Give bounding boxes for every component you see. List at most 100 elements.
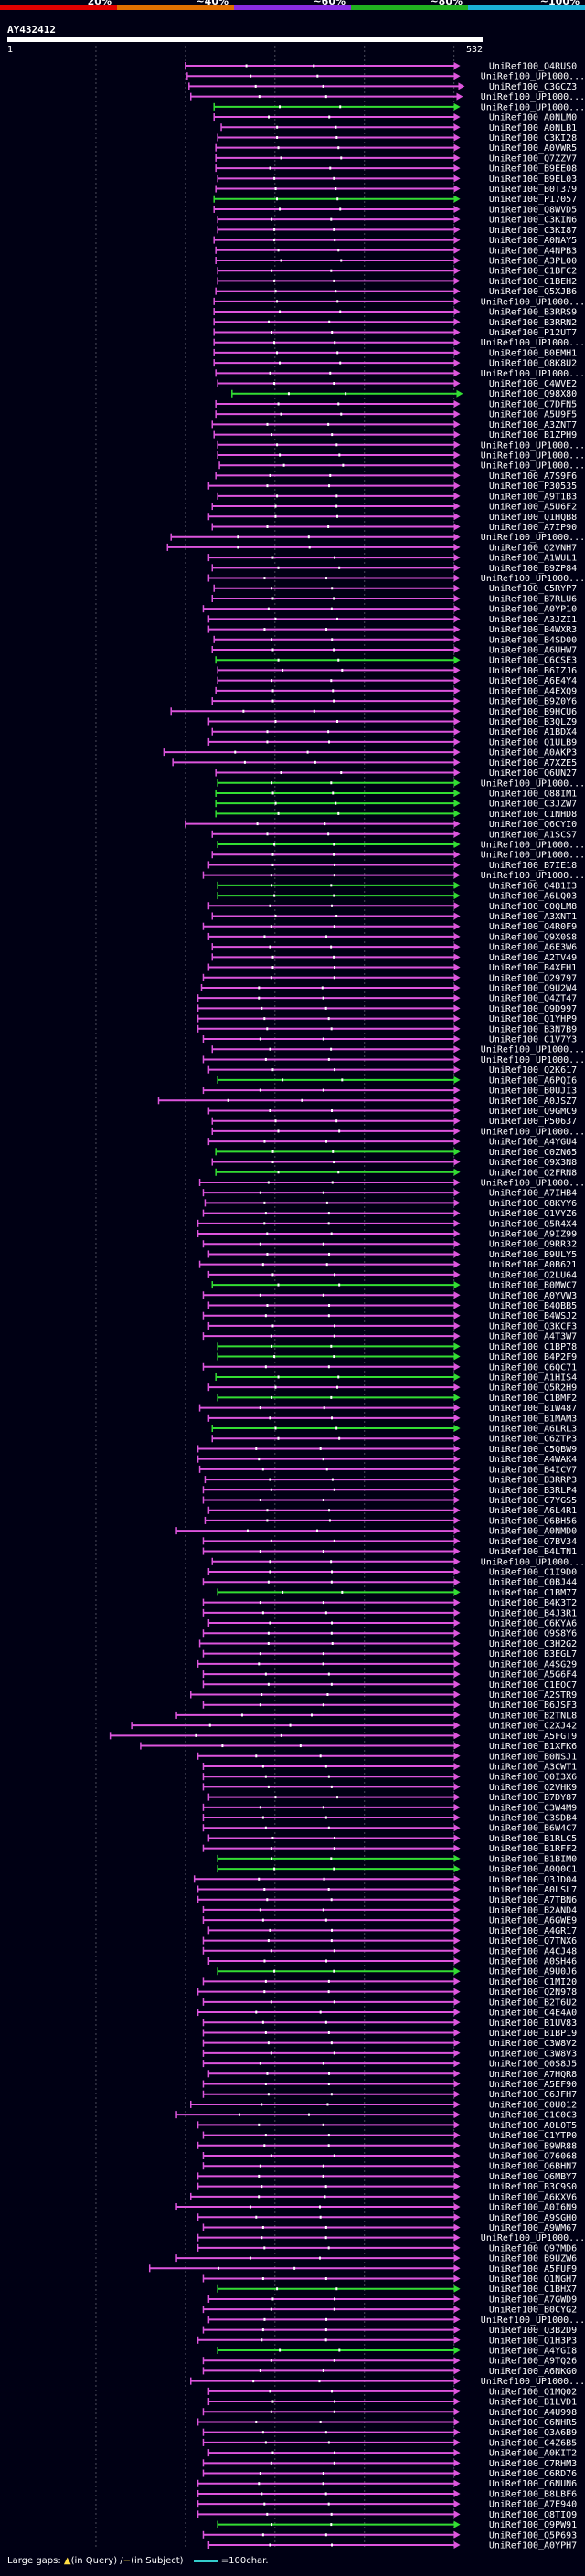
hit-label[interactable]: UniRef100_B1RLC5 xyxy=(489,1834,577,1844)
hit-row[interactable]: UniRef100_C5RYP7 xyxy=(213,584,577,594)
hit-row[interactable]: UniRef100_Q6BH56 xyxy=(204,1516,577,1526)
hit-label[interactable]: UniRef100_B9EE08 xyxy=(489,164,577,175)
hit-row[interactable]: UniRef100_Q8K8U2 xyxy=(213,359,577,369)
hit-label[interactable]: UniRef100_C3KIN6 xyxy=(489,216,577,226)
hit-label[interactable]: UniRef100_A7XZE5 xyxy=(489,758,577,769)
hit-label[interactable]: UniRef100_C3W8V2 xyxy=(489,2039,577,2049)
hit-label[interactable]: UniRef100_C4E4A0 xyxy=(489,2009,577,2019)
hit-row[interactable]: UniRef100_A6PQI6 xyxy=(217,1076,577,1086)
hit-label[interactable]: UniRef100_Q7BV34 xyxy=(489,1537,577,1547)
hit-label[interactable]: UniRef100_B9EL03 xyxy=(489,175,577,185)
hit-row[interactable]: UniRef100_UP1000... xyxy=(213,338,585,348)
hit-label[interactable]: UniRef100_B7RLU6 xyxy=(489,594,577,604)
hit-row[interactable]: UniRef100_B3EGL7 xyxy=(202,1649,577,1659)
hit-label[interactable]: UniRef100_O76068 xyxy=(489,2151,577,2161)
hit-row[interactable]: UniRef100_A9U0J6 xyxy=(217,1967,577,1977)
hit-row[interactable]: UniRef100_A9WM67 xyxy=(202,2223,577,2233)
hit-row[interactable]: UniRef100_C1NHD8 xyxy=(215,810,577,820)
hit-row[interactable]: UniRef100_A0NLM0 xyxy=(213,113,577,123)
hit-label[interactable]: UniRef100_B7IE18 xyxy=(489,861,577,871)
hit-label[interactable]: UniRef100_Q6MBY7 xyxy=(489,2172,577,2182)
hit-row[interactable]: UniRef100_A6E4Y4 xyxy=(217,676,577,686)
hit-label[interactable]: UniRef100_A3PL00 xyxy=(489,257,577,267)
hit-row[interactable]: UniRef100_A0I6N9 xyxy=(176,2203,577,2213)
hit-row[interactable]: UniRef100_B9HCU6 xyxy=(170,707,577,717)
hit-label[interactable]: UniRef100_A9WM67 xyxy=(489,2223,577,2233)
hit-label[interactable]: UniRef100_B3C9S0 xyxy=(489,2182,577,2192)
hit-row[interactable]: UniRef100_A0YPH7 xyxy=(207,2541,577,2551)
hit-label[interactable]: UniRef100_A5FGT9 xyxy=(489,1732,577,1742)
hit-label[interactable]: UniRef100_Q9X3N8 xyxy=(489,1158,577,1168)
hit-label[interactable]: UniRef100_A4NPB3 xyxy=(489,246,577,256)
hit-label[interactable]: UniRef100_Q8K8U2 xyxy=(489,359,577,369)
hit-label[interactable]: UniRef100_A3JZI1 xyxy=(489,615,577,625)
hit-label[interactable]: UniRef100_C6NUN6 xyxy=(489,2479,577,2489)
hit-label[interactable]: UniRef100_A9IZ99 xyxy=(489,1230,577,1240)
hit-label[interactable]: UniRef100_Q8KYY6 xyxy=(489,1199,577,1209)
hit-label[interactable]: UniRef100_B3RRN2 xyxy=(489,318,577,328)
hit-row[interactable]: UniRef100_B4ICV7 xyxy=(198,1465,578,1475)
hit-label[interactable]: UniRef100_A7IHB4 xyxy=(489,1189,577,1199)
hit-label[interactable]: UniRef100_A2STR9 xyxy=(489,1691,577,1701)
hit-label[interactable]: UniRef100_B1LVD1 xyxy=(489,2398,577,2408)
hit-label[interactable]: UniRef100_A0I6N9 xyxy=(489,2203,577,2213)
hit-label[interactable]: UniRef100_Q6BHN7 xyxy=(489,2162,577,2172)
hit-row[interactable]: UniRef100_A5G6F4 xyxy=(202,1670,577,1680)
hit-row[interactable]: UniRef100_C3KI28 xyxy=(217,133,577,143)
hit-row[interactable]: UniRef100_Q9RR32 xyxy=(202,1240,577,1250)
hit-row[interactable]: UniRef100_Q3B2D9 xyxy=(202,2326,577,2336)
hit-row[interactable]: UniRef100_B1RFF2 xyxy=(202,1844,577,1854)
hit-label[interactable]: UniRef100_A4SG29 xyxy=(489,1659,577,1670)
hit-label[interactable]: UniRef100_B4QBB5 xyxy=(489,1301,577,1311)
hit-row[interactable]: UniRef100_C0QLM8 xyxy=(207,902,577,912)
hit-row[interactable]: UniRef100_C0U012 xyxy=(190,2100,577,2110)
hit-row[interactable]: UniRef100_C3JZW7 xyxy=(215,800,577,810)
hit-row[interactable]: UniRef100_Q5R4X4 xyxy=(197,1219,578,1229)
hit-label[interactable]: UniRef100_A2TV49 xyxy=(489,953,577,963)
hit-label[interactable]: UniRef100_B6IZJ6 xyxy=(489,666,577,676)
hit-label[interactable]: UniRef100_B4P2F9 xyxy=(489,1352,577,1362)
hit-label[interactable]: UniRef100_A4T3W7 xyxy=(489,1332,577,1342)
hit-label[interactable]: UniRef100_B4WSJ2 xyxy=(489,1311,577,1321)
hit-label[interactable]: UniRef100_A4CJ48 xyxy=(489,1946,577,1956)
hit-row[interactable]: UniRef100_UP1000... xyxy=(207,574,585,584)
hit-label[interactable]: UniRef100_A9SGH0 xyxy=(489,2213,577,2223)
hit-label[interactable]: UniRef100_A0SH46 xyxy=(489,1956,577,1966)
hit-label[interactable]: UniRef100_A7GWD9 xyxy=(489,2295,577,2305)
hit-label[interactable]: UniRef100_UP1000... xyxy=(481,1055,585,1065)
hit-row[interactable]: UniRef100_B9UZW6 xyxy=(176,2254,577,2264)
hit-label[interactable]: UniRef100_Q2LU64 xyxy=(489,1270,577,1280)
hit-row[interactable]: UniRef100_A1HIS4 xyxy=(215,1373,577,1383)
hit-row[interactable]: UniRef100_B3C9S0 xyxy=(197,2182,578,2192)
hit-label[interactable]: UniRef100_B2AND4 xyxy=(489,1905,577,1915)
hit-row[interactable]: UniRef100_UP1000... xyxy=(217,440,585,451)
hit-row[interactable]: UniRef100_A4T3W7 xyxy=(202,1332,577,1342)
hit-row[interactable]: UniRef100_Q4R0F9 xyxy=(202,922,577,932)
hit-row[interactable]: UniRef100_A6KXV6 xyxy=(190,2192,577,2202)
hit-row[interactable]: UniRef100_A4CJ48 xyxy=(202,1946,577,1956)
hit-label[interactable]: UniRef100_Q29797 xyxy=(489,973,577,983)
hit-label[interactable]: UniRef100_A6NKG0 xyxy=(489,2367,577,2377)
hit-row[interactable]: UniRef100_B2AND4 xyxy=(202,1905,577,1915)
hit-row[interactable]: UniRef100_B3RLP4 xyxy=(202,1486,577,1496)
hit-label[interactable]: UniRef100_C3W8V3 xyxy=(489,2049,577,2059)
hit-row[interactable]: UniRef100_Q3A6B9 xyxy=(202,2428,577,2438)
hit-row[interactable]: UniRef100_A6LRL3 xyxy=(211,1425,577,1435)
hit-row[interactable]: UniRef100_A4U998 xyxy=(202,2408,577,2418)
hit-label[interactable]: UniRef100_A9TQ26 xyxy=(489,2357,577,2367)
hit-row[interactable]: UniRef100_A3JZI1 xyxy=(207,615,577,625)
hit-label[interactable]: UniRef100_C3KI87 xyxy=(489,226,577,236)
hit-row[interactable]: UniRef100_A1BDX4 xyxy=(211,727,577,737)
hit-row[interactable]: UniRef100_A6L4R1 xyxy=(207,1506,577,1516)
hit-row[interactable]: UniRef100_A5EF90 xyxy=(202,2080,577,2090)
hit-row[interactable]: UniRef100_Q88IM1 xyxy=(215,789,577,799)
hit-row[interactable]: UniRef100_Q7BV34 xyxy=(202,1537,577,1547)
hit-label[interactable]: UniRef100_B2TNL8 xyxy=(489,1711,577,1721)
hit-row[interactable]: UniRef100_A3XNT1 xyxy=(211,912,577,922)
hit-label[interactable]: UniRef100_C1YTP0 xyxy=(489,2131,577,2141)
hit-label[interactable]: UniRef100_A0NLB1 xyxy=(489,123,577,133)
hit-row[interactable]: UniRef100_UP1000... xyxy=(207,2316,585,2326)
hit-row[interactable]: UniRef100_A6E3W6 xyxy=(211,943,577,953)
hit-row[interactable]: UniRef100_C0BJ44 xyxy=(202,1578,577,1588)
hit-row[interactable]: UniRef100_B1BIM0 xyxy=(217,1854,577,1864)
